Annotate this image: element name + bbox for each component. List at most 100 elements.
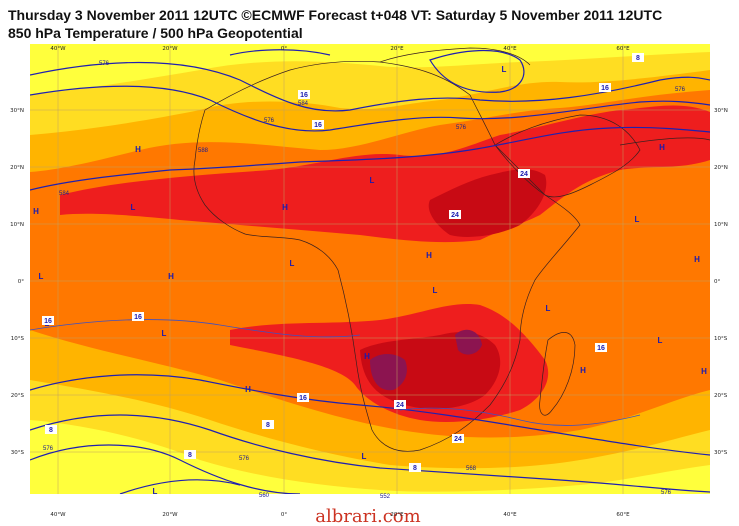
geopotential-value-label: 576 <box>43 446 54 452</box>
lon-label-bottom: 60°E <box>616 512 630 518</box>
high-pressure-marker: H <box>245 385 251 394</box>
high-pressure-marker: H <box>426 251 432 260</box>
temperature-label-box <box>132 312 144 321</box>
temperature-value-label: 8 <box>49 427 53 434</box>
high-pressure-marker: H <box>282 203 288 212</box>
temperature-label-box <box>42 316 54 325</box>
temperature-value-label: 16 <box>299 395 307 402</box>
temperature-value-label: 8 <box>413 465 417 472</box>
temp-band-20-24-north <box>60 105 710 243</box>
lon-label-top: 0° <box>281 46 287 52</box>
lon-label-top: 20°W <box>162 46 178 52</box>
low-pressure-marker: L <box>546 304 551 313</box>
geopotential-value-label: 576 <box>264 118 275 124</box>
geopotential-value-label: 560 <box>259 493 270 499</box>
lon-label-top: 40°E <box>503 46 517 52</box>
temperature-value-label: 16 <box>601 85 609 92</box>
lat-label-left: 20°N <box>10 165 24 171</box>
temperature-label-box <box>632 53 644 62</box>
chart-title-line1: Thursday 3 November 2011 12UTC ©ECMWF Fo… <box>8 7 663 23</box>
temperature-label-box <box>394 400 406 409</box>
high-pressure-marker: H <box>135 145 141 154</box>
lat-label-right: 20°N <box>714 165 728 171</box>
temperature-label-box <box>599 83 611 92</box>
temperature-value-label: 24 <box>520 171 528 178</box>
geopotential-value-label: 576 <box>99 61 110 67</box>
low-pressure-marker: L <box>370 176 375 185</box>
lat-label-left: 20°S <box>11 393 25 399</box>
lon-label-bottom: 20°W <box>162 512 178 518</box>
geopotential-value-label: 576 <box>661 490 672 496</box>
low-pressure-marker: L <box>153 487 158 496</box>
lat-label-right: 0° <box>714 279 720 285</box>
contour-588-north <box>30 126 710 191</box>
temperature-value-label: 24 <box>454 436 462 443</box>
india-coast <box>619 137 710 146</box>
temperature-value-label: 8 <box>188 452 192 459</box>
watermark: albrari.com <box>315 506 420 526</box>
high-pressure-marker: H <box>364 352 370 361</box>
temperature-label-box <box>297 393 309 402</box>
contour-584-north <box>30 85 710 132</box>
lat-label-right: 30°N <box>714 108 728 114</box>
temperature-label-box <box>452 434 464 443</box>
temperature-value-label: 8 <box>636 55 640 62</box>
temperature-value-label: 16 <box>300 92 308 99</box>
low-pressure-marker: L <box>502 65 507 74</box>
high-pressure-marker: H <box>33 207 39 216</box>
lat-label-right: 20°S <box>714 393 728 399</box>
lat-label-left: 30°S <box>11 450 25 456</box>
low-pressure-marker: L <box>131 203 136 212</box>
isotherm-24-south <box>399 407 641 426</box>
temp-band-24-28-north <box>428 169 547 237</box>
contour-576-south <box>30 374 710 456</box>
low-pressure-marker: L <box>635 215 640 224</box>
temperature-label-box <box>595 343 607 352</box>
contour-560-south <box>30 444 301 494</box>
lat-label-right: 10°N <box>714 222 728 228</box>
lon-label-bottom: 40°W <box>50 512 66 518</box>
temperature-value-label: 16 <box>597 345 605 352</box>
contour-high-north <box>229 49 331 56</box>
geopotential-value-label: 584 <box>59 191 70 197</box>
temperature-label-box <box>312 120 324 129</box>
high-pressure-marker: H <box>580 366 586 375</box>
low-pressure-marker: L <box>362 452 367 461</box>
lat-label-left: 30°N <box>10 108 24 114</box>
africa-coast <box>193 60 581 452</box>
madagascar-coast <box>539 332 576 416</box>
geopotential-value-label: 552 <box>380 494 391 500</box>
temperature-value-label: 24 <box>396 402 404 409</box>
low-pressure-marker: L <box>39 272 44 281</box>
lat-label-left: 10°S <box>11 336 25 342</box>
temperature-value-label: 8 <box>266 422 270 429</box>
lon-label-bottom: 40°E <box>503 512 517 518</box>
temperature-field <box>30 44 710 494</box>
lon-label-bottom: 20°E <box>390 512 404 518</box>
temperature-label-box <box>262 420 274 429</box>
lat-label-left: 0° <box>18 279 24 285</box>
temperature-label-box <box>45 425 57 434</box>
isotherm-16 <box>30 319 361 338</box>
graticule <box>30 44 710 494</box>
temp-band-0-8-south <box>30 420 710 494</box>
lat-label-right: 10°S <box>714 336 728 342</box>
contour-568-south <box>30 414 710 493</box>
high-pressure-marker: H <box>694 255 700 264</box>
europe-coast <box>379 47 531 66</box>
arabia-coast <box>494 114 641 198</box>
lon-label-top: 20°E <box>390 46 404 52</box>
high-pressure-marker: H <box>168 272 174 281</box>
high-pressure-marker: H <box>659 143 665 152</box>
contour-552-south <box>119 479 241 494</box>
geopotential-contours <box>30 49 710 494</box>
lon-label-top: 40°W <box>50 46 66 52</box>
high-pressure-marker: H <box>701 367 707 376</box>
temp-band-28-32-south <box>370 354 407 391</box>
low-pressure-marker: L <box>433 286 438 295</box>
geopotential-value-label: 588 <box>198 148 209 154</box>
temperature-contours <box>30 319 641 426</box>
temp-band-28-32-east <box>455 329 482 355</box>
temperature-label-box <box>184 450 196 459</box>
lon-label-top: 60°E <box>616 46 630 52</box>
